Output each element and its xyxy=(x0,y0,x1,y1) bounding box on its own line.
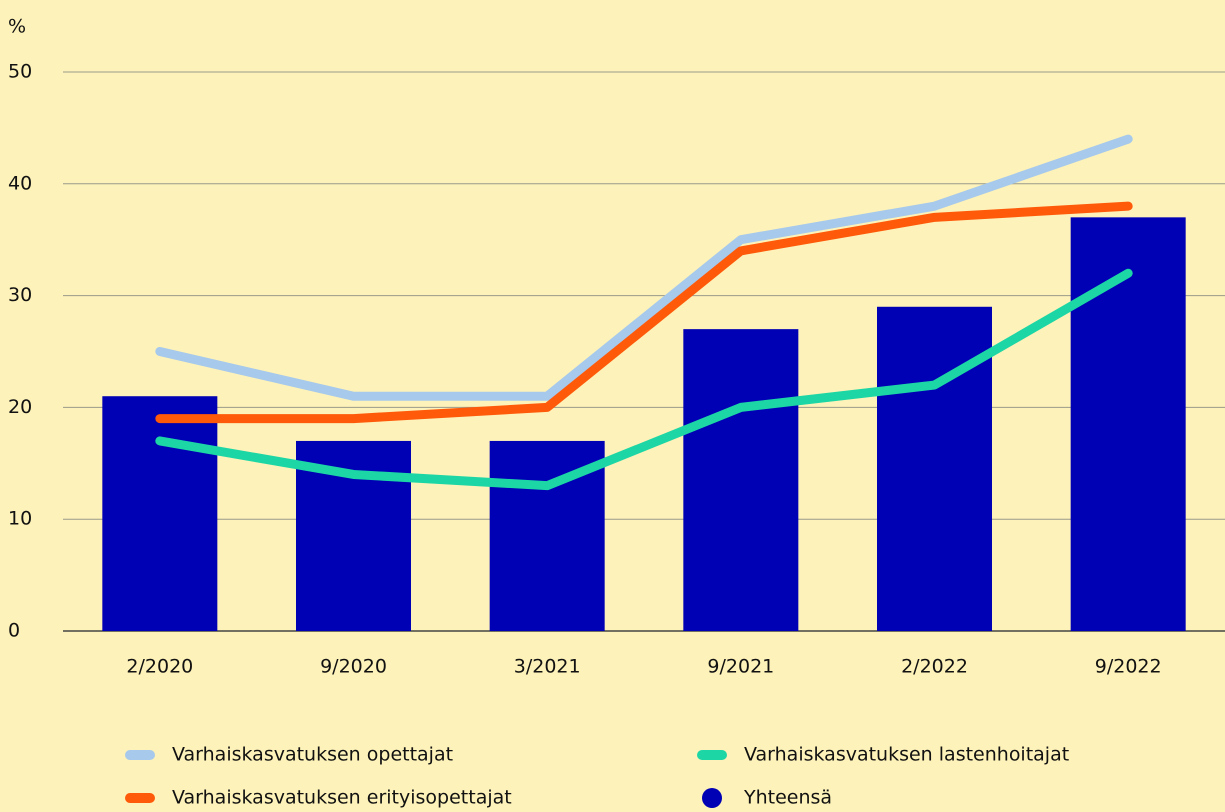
x-tick-label: 3/2021 xyxy=(514,656,581,678)
bar xyxy=(1070,217,1186,631)
y-tick-label: 0 xyxy=(8,620,20,642)
x-tick-label: 9/2020 xyxy=(320,656,387,678)
x-tick-label: 2/2020 xyxy=(126,656,193,678)
y-tick-label: 40 xyxy=(8,172,32,194)
legend-label: Varhaiskasvatuksen opettajat xyxy=(172,744,453,766)
legend-marker xyxy=(125,750,155,760)
bar xyxy=(102,396,218,631)
x-tick-label: 9/2021 xyxy=(707,656,774,678)
line xyxy=(155,134,1133,401)
line xyxy=(155,201,1133,424)
y-tick-label: 50 xyxy=(8,61,32,83)
y-unit: % xyxy=(8,16,26,38)
legend-label: Varhaiskasvatuksen lastenhoitajat xyxy=(744,744,1069,766)
legend-marker xyxy=(697,750,727,760)
y-tick-label: 20 xyxy=(8,396,32,418)
legend-label: Yhteensä xyxy=(743,787,832,809)
x-tick-label: 9/2022 xyxy=(1095,656,1162,678)
bar xyxy=(683,329,799,631)
legend-label: Varhaiskasvatuksen erityisopettajat xyxy=(172,787,512,809)
x-tick-label: 2/2022 xyxy=(901,656,968,678)
y-tick-label: 30 xyxy=(8,284,32,306)
legend-marker xyxy=(702,788,722,808)
bar xyxy=(877,306,992,631)
y-tick-label: 10 xyxy=(8,508,32,530)
legend-marker xyxy=(125,793,155,803)
line xyxy=(155,268,1133,491)
